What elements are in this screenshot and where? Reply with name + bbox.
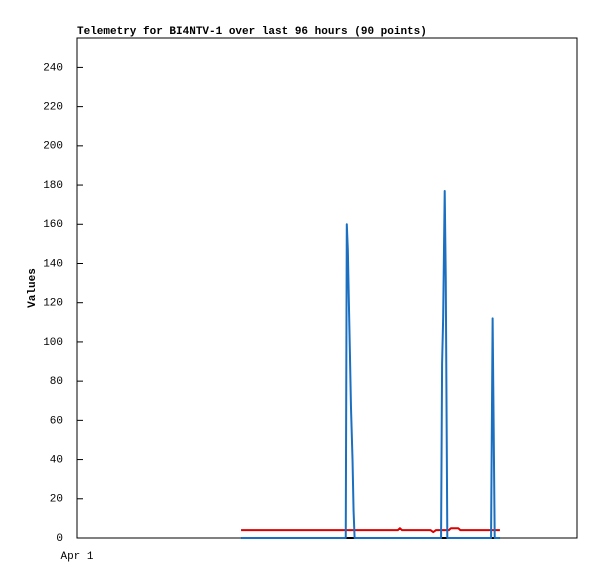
y-tick-label: 200 — [43, 141, 63, 153]
y-tick-label: 60 — [50, 415, 63, 427]
series-line — [241, 189, 500, 539]
y-tick-label: 100 — [43, 337, 63, 349]
y-tick-label: 240 — [43, 62, 63, 74]
y-tick-label: 20 — [50, 494, 63, 506]
y-tick-label: 40 — [50, 454, 63, 466]
y-tick-label: 220 — [43, 102, 63, 114]
series-line — [241, 527, 500, 534]
y-axis-label: Values — [27, 268, 39, 308]
y-tick-label: 140 — [43, 258, 63, 270]
plot-frame — [76, 37, 578, 539]
y-tick-label: 160 — [43, 219, 63, 231]
y-tick-label: 80 — [50, 376, 63, 388]
y-tick-label: 180 — [43, 180, 63, 192]
x-tick-label: Apr 1 — [60, 551, 93, 563]
y-tick-label: 0 — [56, 533, 63, 545]
chart-title: Telemetry for BI4NTV-1 over last 96 hour… — [77, 26, 427, 38]
y-tick-label: 120 — [43, 298, 63, 310]
